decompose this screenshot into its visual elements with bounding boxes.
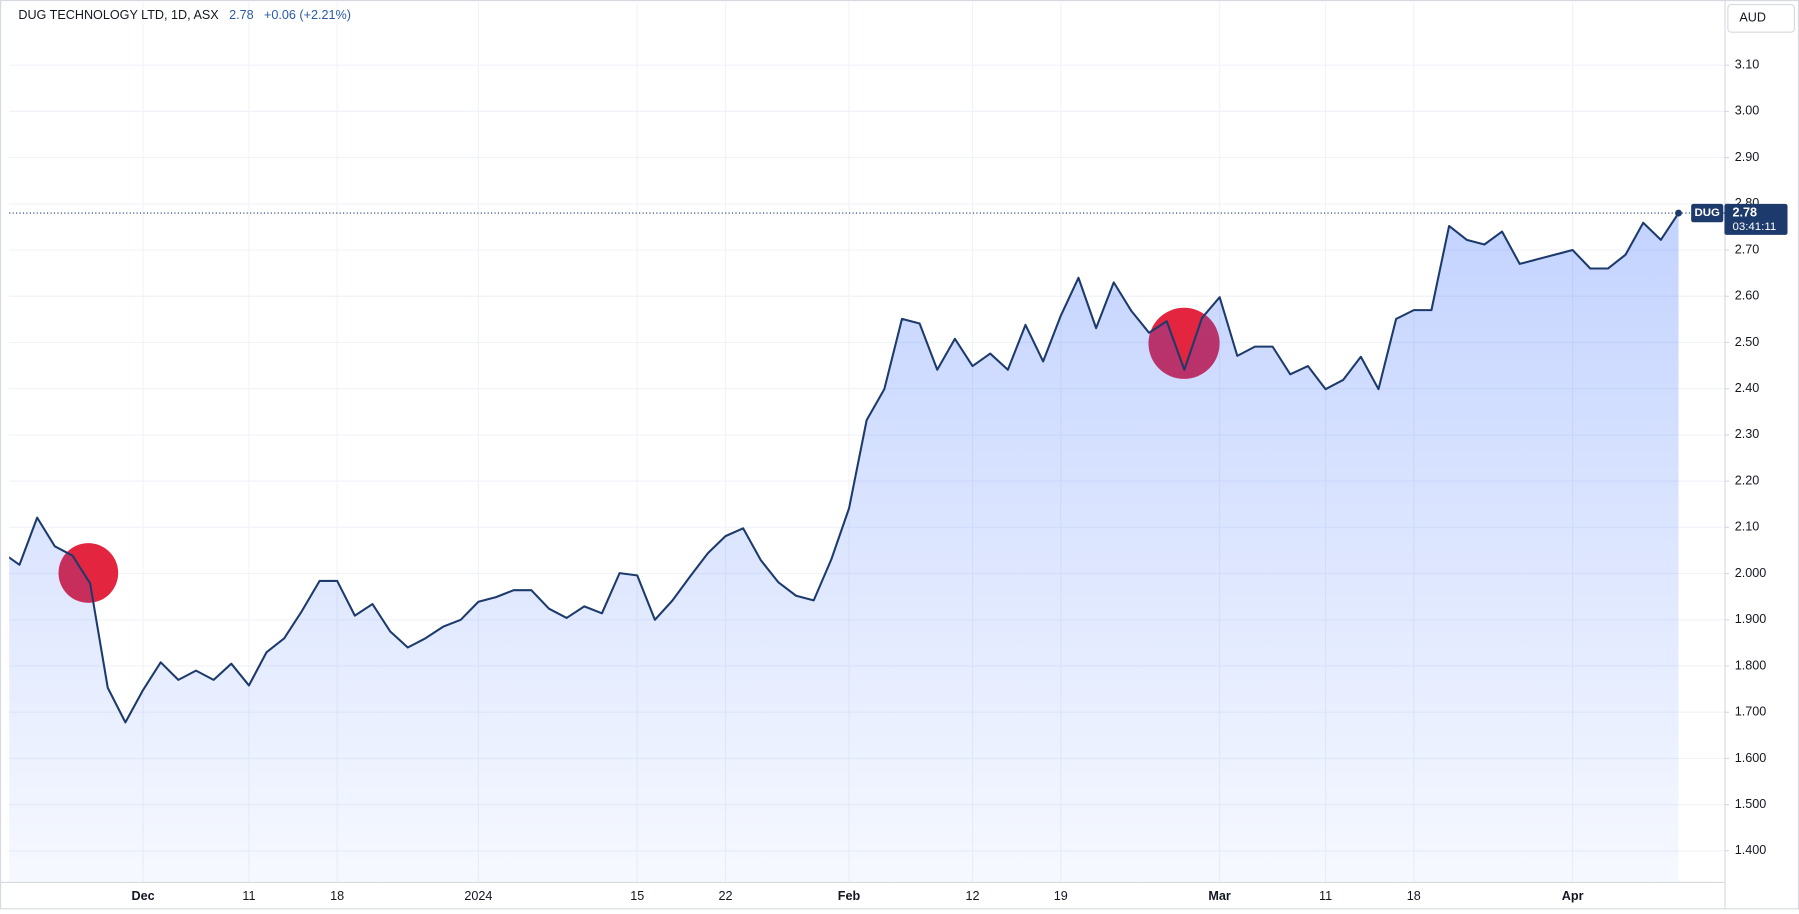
x-tick-label: Mar — [1208, 889, 1231, 903]
price-label-layer: DUG 2.78 03:41:11 — [9, 203, 1788, 235]
price-badge-value: 2.78 — [1732, 205, 1757, 219]
x-tick-label: 19 — [1054, 889, 1068, 903]
y-tick-label: 3.00 — [1735, 104, 1760, 118]
x-tick-label: Apr — [1562, 889, 1584, 903]
y-tick-label: 1.400 — [1735, 843, 1767, 857]
price-line — [9, 212, 1680, 724]
y-tick-label: 1.600 — [1735, 751, 1767, 765]
symbol-badge-label: DUG — [1694, 207, 1720, 219]
x-tick-label: Dec — [131, 889, 154, 903]
currency-label: AUD — [1739, 11, 1766, 25]
price-change: +0.06 (+2.21%) — [264, 8, 351, 22]
y-tick-label: 2.10 — [1735, 520, 1760, 534]
x-tick-label: 18 — [1407, 889, 1421, 903]
x-tick-label: 22 — [718, 889, 732, 903]
y-tick-label: 2.20 — [1735, 473, 1760, 487]
area-fill — [9, 213, 1679, 882]
y-tick-label: 2.60 — [1735, 289, 1760, 303]
y-tick-label: 1.900 — [1735, 612, 1767, 626]
x-tick-label: 12 — [966, 889, 980, 903]
x-tick-label: 18 — [330, 889, 344, 903]
series-layer — [9, 209, 1682, 882]
y-tick-label: 1.500 — [1735, 797, 1767, 811]
y-tick-label: 2.30 — [1735, 427, 1760, 441]
y-tick-label: 2.40 — [1735, 381, 1760, 395]
x-tick-label: 11 — [242, 889, 255, 903]
x-tick-label: 2024 — [464, 889, 492, 903]
legend-header: DUG TECHNOLOGY LTD, 1D, ASX 2.78 +0.06 (… — [18, 8, 351, 22]
symbol-badge — [1691, 203, 1724, 223]
y-tick-label: 2.000 — [1735, 566, 1767, 580]
currency-button[interactable] — [1727, 4, 1795, 33]
x-tick-label: 11 — [1319, 889, 1332, 903]
x-tick-label: Feb — [838, 889, 861, 903]
y-tick-label: 2.50 — [1735, 335, 1760, 349]
y-tick-label: 1.700 — [1735, 705, 1767, 719]
price-badge — [1724, 203, 1788, 235]
price-badge-countdown: 03:41:11 — [1732, 221, 1776, 233]
last-price: 2.78 — [229, 8, 254, 22]
plot-area — [9, 209, 1682, 882]
y-tick-label: 1.800 — [1735, 658, 1767, 672]
y-tick-label: 2.90 — [1735, 150, 1760, 164]
symbol-title: DUG TECHNOLOGY LTD, 1D, ASX — [18, 8, 219, 22]
y-tick-label: 2.70 — [1735, 242, 1760, 256]
x-tick-label: 15 — [630, 889, 644, 903]
y-tick-label: 3.10 — [1735, 57, 1760, 71]
